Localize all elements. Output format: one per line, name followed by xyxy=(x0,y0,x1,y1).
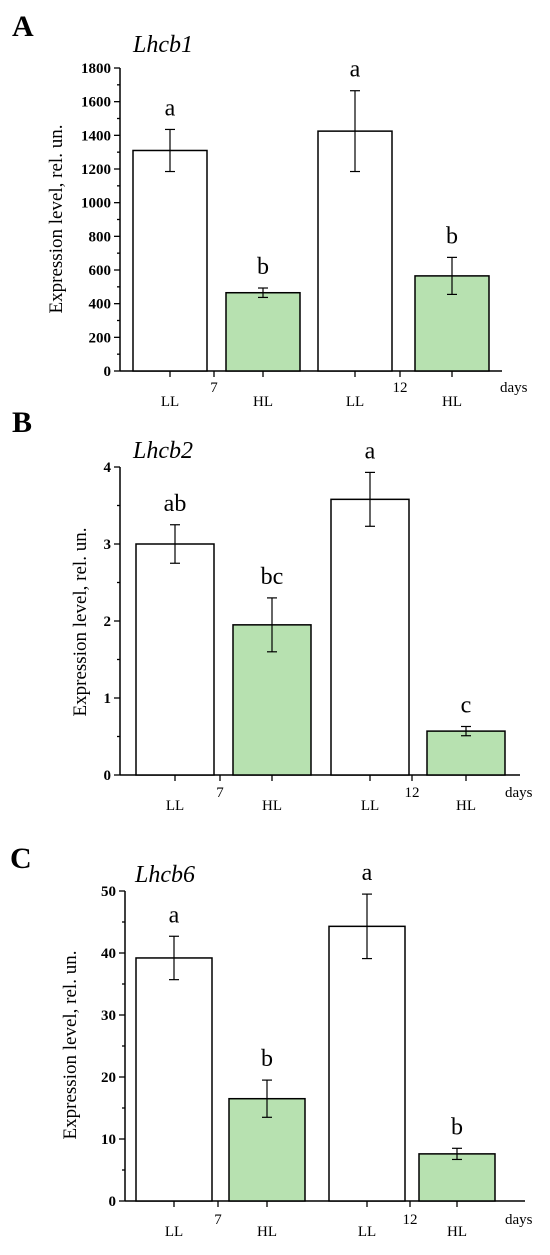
y-tick-label: 1800 xyxy=(81,61,111,77)
y-tick-label: 200 xyxy=(89,330,112,346)
category-label-ll: LL xyxy=(346,394,364,410)
chart-title: Lhcb2 xyxy=(132,438,193,464)
y-tick-label: 40 xyxy=(101,946,116,962)
chart-title: Lhcb1 xyxy=(132,32,193,58)
y-tick-label: 1 xyxy=(104,691,112,707)
category-label-hl: HL xyxy=(442,394,462,410)
bar-hl xyxy=(414,275,490,372)
y-tick-label: 600 xyxy=(89,263,112,279)
y-tick-label: 50 xyxy=(101,884,116,900)
bar-hl xyxy=(418,1153,496,1202)
x-axis-label: days xyxy=(505,1212,533,1228)
y-tick-label: 2 xyxy=(104,614,112,630)
significance-letter: a xyxy=(165,95,176,121)
significance-letter: b xyxy=(451,1114,463,1140)
category-label-ll: LL xyxy=(161,394,179,410)
y-tick-label: 30 xyxy=(101,1008,116,1024)
y-tick-label: 3 xyxy=(104,537,112,553)
significance-letter: b xyxy=(257,254,269,280)
significance-letter: b xyxy=(446,223,458,249)
bar-ll xyxy=(328,925,406,1202)
y-tick-label: 400 xyxy=(89,297,112,313)
category-label-ll: LL xyxy=(361,798,379,814)
y-tick-label: 1400 xyxy=(81,128,111,144)
y-axis-label: Expression level, rel. un. xyxy=(70,528,91,717)
day-label: 7 xyxy=(214,1212,222,1228)
day-label: 7 xyxy=(216,785,224,801)
bar-ll xyxy=(135,543,215,776)
y-tick-label: 4 xyxy=(104,460,112,476)
chart-panel-c: C Lhcb6 0 10 20 30 40 50 Expression level, rel. … xyxy=(10,842,533,1240)
chart-title: Lhcb6 xyxy=(134,862,195,888)
y-tick-label: 1000 xyxy=(81,196,111,212)
significance-letter: a xyxy=(365,438,376,464)
category-label-ll: LL xyxy=(166,798,184,814)
category-label-hl: HL xyxy=(262,798,282,814)
y-tick-label: 0 xyxy=(104,364,112,380)
category-label-ll: LL xyxy=(165,1224,183,1240)
y-axis-label: Expression level, rel. un. xyxy=(60,951,81,1140)
day-label: 12 xyxy=(405,785,420,801)
bar-ll xyxy=(330,498,410,776)
y-axis-label: Expression level, rel. un. xyxy=(46,125,67,314)
chart-panel-a: A Lhcb1 0 200 400 600 800 1000 1200 1400 1600 1800 E… xyxy=(12,10,528,410)
y-tick-label: 0 xyxy=(104,768,112,784)
y-tick-label: 800 xyxy=(89,229,112,245)
category-label-hl: HL xyxy=(456,798,476,814)
significance-letter: a xyxy=(350,57,361,83)
day-label: 12 xyxy=(403,1212,418,1228)
significance-letter: bc xyxy=(261,564,284,590)
significance-letter: c xyxy=(461,692,472,718)
panel-letter: C xyxy=(10,842,32,875)
bar-hl xyxy=(426,730,506,776)
y-tick-label: 1200 xyxy=(81,162,111,178)
y-tick-label: 10 xyxy=(101,1132,116,1148)
y-tick-label: 20 xyxy=(101,1070,116,1086)
bar-ll xyxy=(132,149,208,372)
category-label-hl: HL xyxy=(447,1224,467,1240)
category-label-hl: HL xyxy=(253,394,273,410)
significance-letter: b xyxy=(261,1046,273,1072)
y-tick-label: 0 xyxy=(109,1194,117,1210)
significance-letter: ab xyxy=(164,491,187,517)
panel-letter: A xyxy=(12,10,34,43)
day-label: 7 xyxy=(210,380,218,396)
category-label-hl: HL xyxy=(257,1224,277,1240)
category-label-ll: LL xyxy=(358,1224,376,1240)
significance-letter: a xyxy=(169,902,180,928)
significance-letter: a xyxy=(362,860,373,886)
panel-letter: B xyxy=(12,406,32,439)
bar-hl xyxy=(225,291,301,372)
y-tick-label: 1600 xyxy=(81,95,111,111)
x-axis-label: days xyxy=(500,380,528,396)
bar-ll xyxy=(135,957,213,1202)
day-label: 12 xyxy=(393,380,408,396)
x-axis-label: days xyxy=(505,785,533,801)
